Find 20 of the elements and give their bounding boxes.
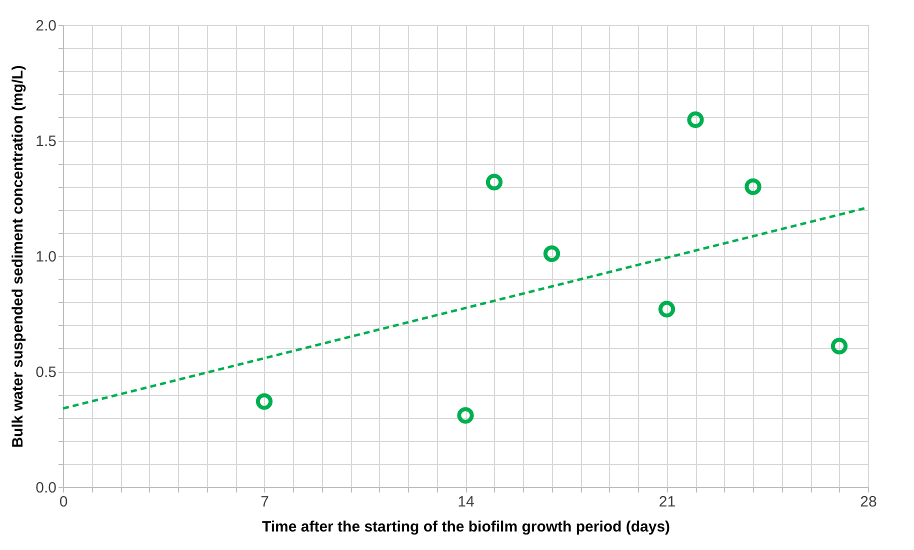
y-tick-label: 2.0 <box>36 18 56 34</box>
x-tick-label: 21 <box>658 494 676 510</box>
x-tick-label: 7 <box>260 494 269 510</box>
point <box>486 174 503 190</box>
y-tick-label: 0.0 <box>36 480 56 496</box>
y-axis-title: Bulk water suspended sediment concentration (mg/L) <box>10 65 27 448</box>
y-tick-label: 0.5 <box>36 364 56 381</box>
point <box>543 245 560 262</box>
point <box>687 111 704 128</box>
x-tick-label: 28 <box>860 494 877 510</box>
point <box>457 407 474 424</box>
point <box>830 338 848 354</box>
y-tick-label: 1.0 <box>36 248 56 266</box>
y-tick-label: 1.5 <box>36 133 56 150</box>
x-tick-label: 0 <box>59 494 68 510</box>
x-tick-label: 14 <box>458 494 474 510</box>
x-axis-title: Time after the starting of the biofilm growth period (days) <box>262 518 670 536</box>
point <box>658 300 676 318</box>
point <box>256 393 273 410</box>
point <box>744 178 762 196</box>
